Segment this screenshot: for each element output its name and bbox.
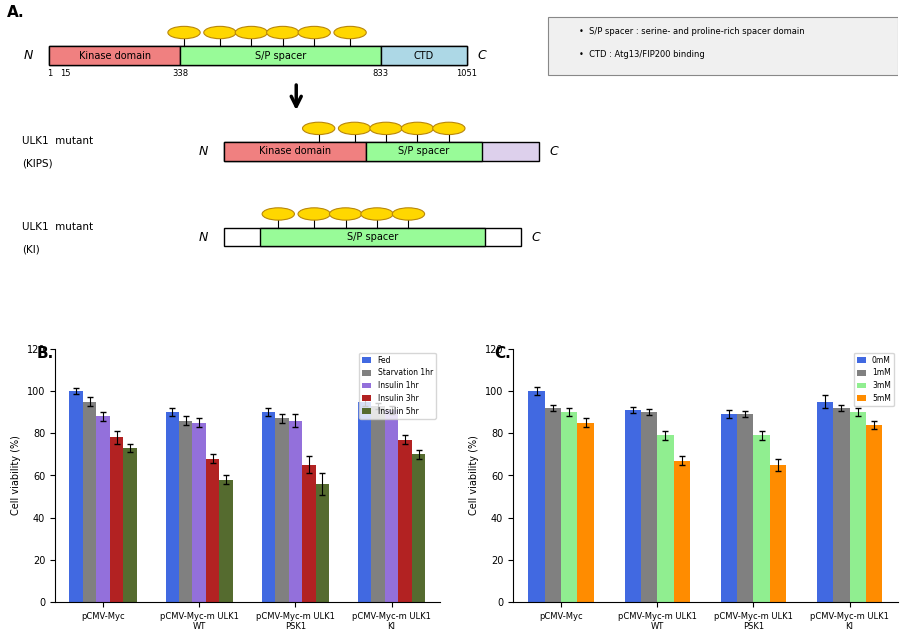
Circle shape: [267, 27, 299, 39]
Bar: [316, 484, 329, 602]
Circle shape: [401, 122, 433, 134]
Circle shape: [361, 208, 393, 220]
Bar: [721, 414, 737, 602]
Bar: [110, 437, 124, 602]
FancyBboxPatch shape: [260, 228, 485, 247]
Bar: [737, 414, 753, 602]
Bar: [545, 408, 561, 602]
Text: S/P spacer: S/P spacer: [255, 51, 306, 61]
Bar: [262, 412, 275, 602]
FancyBboxPatch shape: [49, 46, 467, 65]
Bar: [577, 423, 594, 602]
Bar: [96, 417, 110, 602]
Bar: [358, 401, 371, 602]
FancyBboxPatch shape: [49, 46, 180, 65]
Bar: [206, 458, 220, 602]
Text: (KI): (KI): [22, 244, 40, 254]
Bar: [124, 448, 136, 602]
Circle shape: [262, 208, 294, 220]
FancyBboxPatch shape: [548, 17, 898, 75]
Text: ULK1  mutant: ULK1 mutant: [22, 222, 93, 232]
Text: C: C: [550, 145, 558, 158]
Bar: [289, 420, 302, 602]
Text: Kinase domain: Kinase domain: [259, 146, 332, 157]
Bar: [220, 480, 233, 602]
Text: C: C: [477, 49, 486, 62]
Text: N: N: [24, 49, 33, 62]
Text: B.: B.: [37, 346, 54, 361]
Text: C.: C.: [495, 346, 511, 361]
Text: •  CTD : Atg13/FIP200 binding: • CTD : Atg13/FIP200 binding: [579, 49, 704, 58]
Bar: [82, 401, 96, 602]
Circle shape: [392, 208, 425, 220]
Text: N: N: [199, 231, 208, 243]
Bar: [658, 436, 673, 602]
FancyBboxPatch shape: [365, 142, 482, 161]
Bar: [673, 461, 690, 602]
Bar: [866, 425, 882, 602]
Bar: [166, 412, 179, 602]
FancyBboxPatch shape: [180, 46, 380, 65]
Bar: [625, 410, 641, 602]
Text: CTD: CTD: [413, 51, 434, 61]
Bar: [179, 420, 192, 602]
Bar: [371, 406, 385, 602]
Bar: [850, 412, 866, 602]
Text: A.: A.: [7, 5, 25, 20]
Bar: [192, 423, 206, 602]
Circle shape: [338, 122, 371, 134]
Circle shape: [370, 122, 402, 134]
Y-axis label: Cell viability (%): Cell viability (%): [469, 436, 479, 515]
Circle shape: [235, 27, 267, 39]
Text: 15: 15: [60, 69, 71, 78]
Bar: [769, 465, 786, 602]
Bar: [385, 410, 398, 602]
Bar: [275, 418, 289, 602]
Bar: [398, 439, 412, 602]
Bar: [834, 408, 849, 602]
Text: S/P spacer: S/P spacer: [347, 232, 398, 242]
FancyBboxPatch shape: [380, 46, 467, 65]
Circle shape: [302, 122, 335, 134]
Bar: [412, 455, 425, 602]
Bar: [753, 436, 769, 602]
Circle shape: [330, 208, 362, 220]
Y-axis label: Cell viability (%): Cell viability (%): [11, 436, 21, 515]
Circle shape: [203, 27, 236, 39]
FancyBboxPatch shape: [224, 142, 365, 161]
FancyBboxPatch shape: [224, 142, 539, 161]
Bar: [817, 401, 834, 602]
Bar: [529, 391, 545, 602]
Bar: [561, 412, 577, 602]
Bar: [641, 412, 658, 602]
Circle shape: [298, 208, 331, 220]
Circle shape: [298, 27, 331, 39]
Circle shape: [168, 27, 201, 39]
Legend: Fed, Starvation 1hr, Insulin 1hr, Insulin 3hr, Insulin 5hr: Fed, Starvation 1hr, Insulin 1hr, Insuli…: [359, 353, 436, 419]
Text: S/P spacer: S/P spacer: [398, 146, 450, 157]
Bar: [70, 391, 82, 602]
Circle shape: [432, 122, 465, 134]
FancyBboxPatch shape: [224, 228, 520, 247]
Circle shape: [334, 27, 366, 39]
Text: 1: 1: [47, 69, 52, 78]
Text: 338: 338: [172, 69, 189, 78]
Text: 833: 833: [373, 69, 388, 78]
Text: N: N: [199, 145, 208, 158]
Bar: [302, 465, 316, 602]
Text: C: C: [531, 231, 540, 243]
Legend: 0mM, 1mM, 3mM, 5mM: 0mM, 1mM, 3mM, 5mM: [854, 353, 894, 406]
Text: •  S/P spacer : serine- and proline-rich spacer domain: • S/P spacer : serine- and proline-rich …: [579, 27, 804, 36]
Text: ULK1  mutant: ULK1 mutant: [22, 136, 93, 146]
Text: Kinase domain: Kinase domain: [79, 51, 151, 61]
Text: 1051: 1051: [456, 69, 477, 78]
Text: (KIPS): (KIPS): [22, 158, 53, 169]
